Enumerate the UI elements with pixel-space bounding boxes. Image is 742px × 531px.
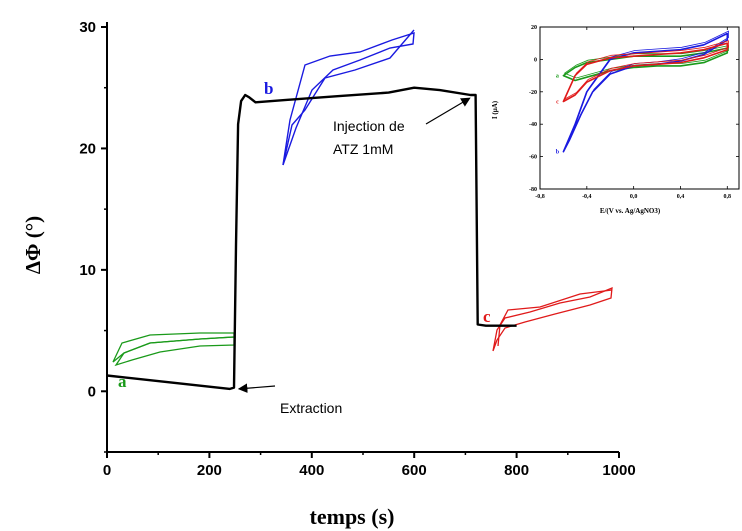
annotation-injection-line2: ATZ 1mM bbox=[333, 141, 393, 157]
annotation-extraction: Extraction bbox=[280, 400, 342, 416]
inset-letter-c: c bbox=[556, 100, 559, 106]
inset-x-tick-label: 0,0 bbox=[630, 194, 638, 200]
inset-y-tick-label: -20 bbox=[529, 90, 537, 96]
inset-x-tick-label: -0,4 bbox=[582, 194, 592, 200]
annotation-injection-arrow bbox=[425, 97, 471, 125]
inset-x-tick-label: -0,8 bbox=[535, 194, 545, 200]
inset-y-tick-label: -60 bbox=[529, 155, 537, 161]
x-tick-label: 400 bbox=[299, 462, 324, 479]
inset-x-axis-title: E/(V vs. Ag/AgNO3) bbox=[600, 207, 661, 215]
x-tick-label: 200 bbox=[197, 462, 222, 479]
inset-axes: -0,8 -0,4 0,0 0,4 0,8 20 0 -20 -40 -60 -80 bbox=[529, 25, 740, 200]
inset-y-tick-label: -80 bbox=[529, 187, 537, 193]
y-axis-title: ΔΦ (°) bbox=[21, 216, 45, 274]
voltammogram-b-outer bbox=[282, 32, 415, 166]
y-tick-label: 30 bbox=[79, 19, 96, 36]
voltammogram-c-inner bbox=[497, 289, 613, 347]
main-series bbox=[106, 86, 517, 391]
voltammogram-a-outer bbox=[112, 332, 235, 363]
y-tick-label: 0 bbox=[88, 383, 96, 400]
x-tick-label: 0 bbox=[103, 462, 111, 479]
inset-x-tick-label: 0,4 bbox=[677, 194, 685, 200]
inset-series-c-cycle bbox=[563, 40, 729, 101]
curve-label-a: a bbox=[118, 372, 127, 391]
x-tick-label: 800 bbox=[504, 462, 529, 479]
main-annotations: a b c Injection de ATZ 1mM Extraction bbox=[118, 79, 491, 416]
annotation-injection-line1: Injection de bbox=[333, 118, 405, 134]
inset-y-axis-title: I (µA) bbox=[491, 100, 499, 119]
annotation-extraction-arrow bbox=[237, 383, 276, 393]
inset-letters: a b c bbox=[556, 74, 560, 156]
inset-y-tick-label: 0 bbox=[534, 57, 537, 63]
x-tick-label: 600 bbox=[402, 462, 427, 479]
inset-series bbox=[562, 30, 729, 153]
inset-series-c bbox=[562, 42, 729, 103]
x-axis-title: temps (s) bbox=[310, 504, 395, 529]
y-tick-label: 10 bbox=[79, 262, 96, 279]
voltammogram-b-inner bbox=[282, 29, 415, 166]
y-tick-label: 20 bbox=[79, 140, 96, 157]
x-tick-label: 1000 bbox=[602, 462, 635, 479]
inset-letter-b: b bbox=[556, 150, 560, 156]
inset-y-tick-label: -40 bbox=[529, 122, 537, 128]
inset-y-tick-label: 20 bbox=[531, 25, 537, 31]
curve-label-b: b bbox=[264, 79, 273, 98]
curve-label-c: c bbox=[483, 307, 491, 326]
inset-series-a-cycle bbox=[563, 45, 729, 79]
inset-plot: -0,8 -0,4 0,0 0,4 0,8 20 0 -20 -40 -60 -80 a b c E/(… bbox=[491, 25, 740, 215]
series-line-0 bbox=[106, 86, 517, 391]
voltammogram-c-outer bbox=[492, 286, 613, 352]
inset-x-tick-label: 0,8 bbox=[724, 194, 732, 200]
inset-letter-a: a bbox=[556, 74, 559, 80]
